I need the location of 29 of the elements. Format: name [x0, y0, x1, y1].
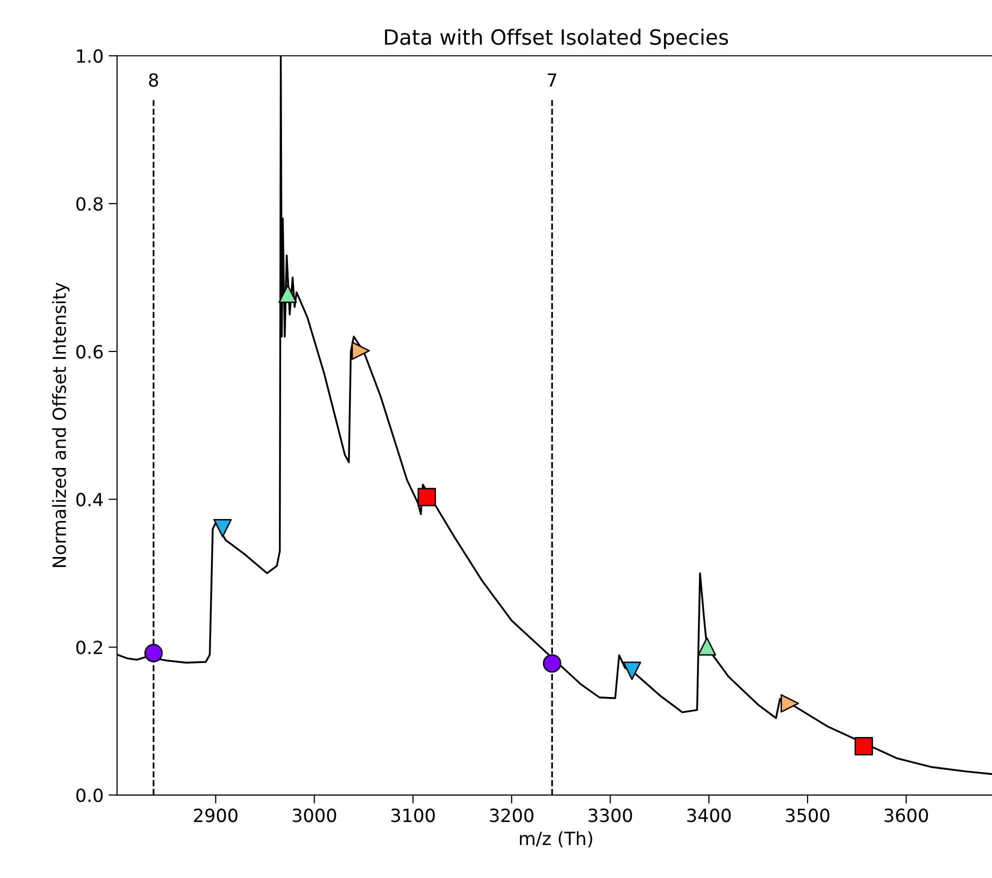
x-tick-label: 2900 [194, 808, 238, 822]
x-tick-label: 3500 [786, 808, 830, 822]
x-tick-label: 3300 [588, 808, 632, 822]
point [213, 518, 232, 538]
x-tick-label: 3400 [687, 808, 731, 822]
y-tick-label: 0.2 [76, 640, 102, 654]
point [622, 662, 642, 680]
x-tick-label: 3600 [884, 808, 928, 822]
point [418, 488, 436, 506]
y-tick-label: 1.0 [77, 49, 103, 63]
x-tick-label: 3100 [391, 808, 435, 822]
annotation: 8 [149, 73, 158, 87]
y-tick-label: 0.4 [76, 492, 103, 506]
x-axis-title: m/z (Th) [520, 831, 592, 848]
point [542, 654, 562, 673]
point [698, 637, 716, 656]
point [278, 284, 297, 303]
y-axis-title: Normalized and Offset Intensity [52, 282, 70, 567]
annotation: 7 [548, 73, 556, 87]
y-tick-label: 0.0 [76, 788, 103, 802]
point [854, 737, 873, 756]
point [352, 342, 370, 360]
point [780, 694, 799, 713]
x-tick-label: 3000 [292, 808, 336, 822]
y-tick-label: 0.8 [76, 197, 103, 211]
point [144, 644, 163, 662]
chart-title: Data with Offset Isolated Species [385, 28, 728, 49]
x-tick-label: 3200 [490, 808, 534, 822]
y-tick-label: 0.6 [76, 344, 103, 359]
